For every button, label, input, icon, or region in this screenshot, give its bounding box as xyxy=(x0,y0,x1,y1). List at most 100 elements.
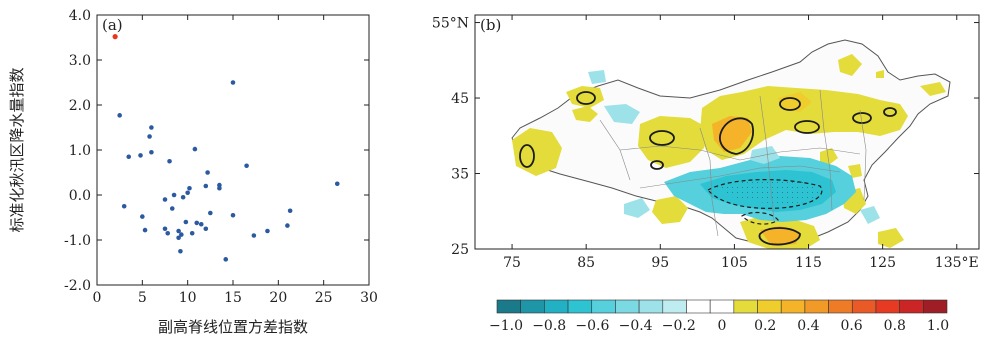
scatter-plot-frame xyxy=(96,14,370,286)
scatter-point xyxy=(176,228,181,234)
colorbar-tick-label: −0.6 xyxy=(575,318,609,334)
longitude-tick-label: 115 xyxy=(795,255,822,271)
latitude-tick-label: 55°N xyxy=(432,16,469,32)
scatter-x-tick-label: 15 xyxy=(224,290,242,306)
colorbar-labels: −1.0 −0.8 −0.6 −0.4 −0.2 0 0.2 0.4 0.6 0.8 1.0 xyxy=(489,318,949,334)
scatter-point xyxy=(149,125,154,130)
scatter-point xyxy=(178,248,183,254)
scatter-point xyxy=(223,257,229,262)
scatter-point xyxy=(121,203,127,209)
colorbar-tick-label: 0.8 xyxy=(884,318,906,334)
scatter-point xyxy=(285,223,290,228)
colorbar-tick-label: 0.2 xyxy=(754,318,776,334)
colorbar-tick-label: −0.4 xyxy=(619,318,653,334)
map-panel: (b) 75 85 95 105 115 125 135°E 55°N 45 35 25 −1.0… xyxy=(432,14,980,334)
map-longitude-ticks: 75 85 95 105 115 125 135°E xyxy=(503,15,979,271)
negative-anomaly-shading xyxy=(588,70,880,224)
scatter-x-tick-label: 5 xyxy=(138,290,147,306)
scatter-panel-label: (a) xyxy=(102,16,123,34)
scatter-point xyxy=(176,235,181,241)
colorbar-swatch xyxy=(544,299,569,314)
colorbar-swatch xyxy=(638,299,664,314)
scatter-point xyxy=(334,181,340,187)
scatter-point xyxy=(180,194,186,200)
scatter-y-axis-title: 标准化秋汛区降水量指数 xyxy=(8,67,26,232)
colorbar-swatch xyxy=(828,299,853,314)
latitude-tick-label: 35 xyxy=(451,167,469,183)
colorbar-swatch xyxy=(875,299,900,314)
scatter-point xyxy=(185,190,190,196)
scatter-point xyxy=(208,210,213,216)
scatter-point xyxy=(140,214,145,219)
colorbar-swatch xyxy=(757,299,782,314)
scatter-point xyxy=(217,182,222,188)
scatter-point xyxy=(179,232,184,237)
map-field xyxy=(511,39,951,249)
colorbar-swatch xyxy=(804,299,829,314)
scatter-y-tick-label: 3.0 xyxy=(69,53,91,69)
latitude-tick-label: 25 xyxy=(451,242,469,258)
scatter-point xyxy=(187,185,192,191)
negative-significance-contours xyxy=(707,179,823,225)
colorbar-tick-label: −0.8 xyxy=(532,318,566,334)
longitude-tick-label: 75 xyxy=(503,255,521,271)
scatter-point xyxy=(149,149,154,155)
positive-anomaly-shading xyxy=(512,54,946,249)
scatter-point xyxy=(169,206,175,211)
scatter-x-tick-label: 25 xyxy=(315,290,333,306)
colorbar-swatch xyxy=(496,299,521,314)
scatter-point xyxy=(189,230,195,236)
scatter-point xyxy=(126,154,132,160)
colorbar-swatch xyxy=(662,299,687,314)
longitude-tick-label: 135°E xyxy=(935,255,979,271)
scatter-point xyxy=(203,183,209,189)
scatter-point xyxy=(287,208,293,214)
scatter-x-tick-label: 30 xyxy=(360,290,378,306)
longitude-tick-label: 95 xyxy=(651,255,669,271)
scatter-point xyxy=(205,170,210,175)
scatter-point xyxy=(171,192,177,198)
scatter-x-tick-label: 0 xyxy=(93,290,102,306)
scatter-point xyxy=(251,233,257,238)
colorbar-tick-label: −0.2 xyxy=(662,318,696,334)
scatter-point xyxy=(244,163,249,169)
scatter-x-tick-label: 10 xyxy=(179,290,197,306)
scatter-y-tick-label: 2.0 xyxy=(69,98,91,114)
scatter-y-ticks: -2.0 -1.0 0.0 1.0 2.0 3.0 4.0 xyxy=(64,8,369,294)
scatter-panel: (a) 0 5 10 15 20 25 30 -2.0 -1.0 0.0 1.0 2.0 3.0 4.0… xyxy=(8,8,378,336)
scatter-y-tick-label: 4.0 xyxy=(69,8,91,24)
scatter-x-tick-label: 20 xyxy=(269,290,287,306)
colorbar-swatch xyxy=(780,299,806,314)
scatter-point xyxy=(265,228,270,234)
scatter-point xyxy=(167,158,172,164)
scatter-point xyxy=(147,134,152,139)
colorbar-swatch xyxy=(899,299,924,314)
scatter-point xyxy=(165,230,171,236)
scatter-x-ticks: 0 5 10 15 20 25 30 xyxy=(93,15,378,306)
scatter-point xyxy=(198,221,204,227)
colorbar-tick-label: −1.0 xyxy=(489,318,523,334)
significance-contours xyxy=(519,91,897,246)
colorbar-swatch xyxy=(615,299,640,314)
scatter-point xyxy=(217,185,222,191)
colorbar-swatch xyxy=(520,299,545,314)
colorbar-swatch xyxy=(567,299,593,314)
longitude-tick-label: 125 xyxy=(869,255,896,271)
colorbar-swatch xyxy=(733,299,758,314)
scatter-point xyxy=(192,146,198,152)
scatter-y-tick-label: 0.0 xyxy=(69,188,91,204)
scatter-highlight-point xyxy=(112,34,118,40)
longitude-tick-label: 105 xyxy=(721,255,748,271)
map-latitude-ticks: 55°N 45 35 25 xyxy=(432,16,979,258)
colorbar-tick-label: 0.6 xyxy=(840,318,862,334)
scatter-x-axis-title: 副高脊线位置方差指数 xyxy=(158,318,308,336)
scatter-point xyxy=(230,80,236,85)
scatter-y-tick-label: -2.0 xyxy=(64,278,91,294)
scatter-points xyxy=(112,34,340,262)
colorbar-swatch xyxy=(591,299,616,314)
scatter-point xyxy=(194,220,200,226)
colorbar-swatch xyxy=(851,299,877,314)
province-boundaries xyxy=(599,89,867,237)
scatter-point xyxy=(142,227,148,233)
